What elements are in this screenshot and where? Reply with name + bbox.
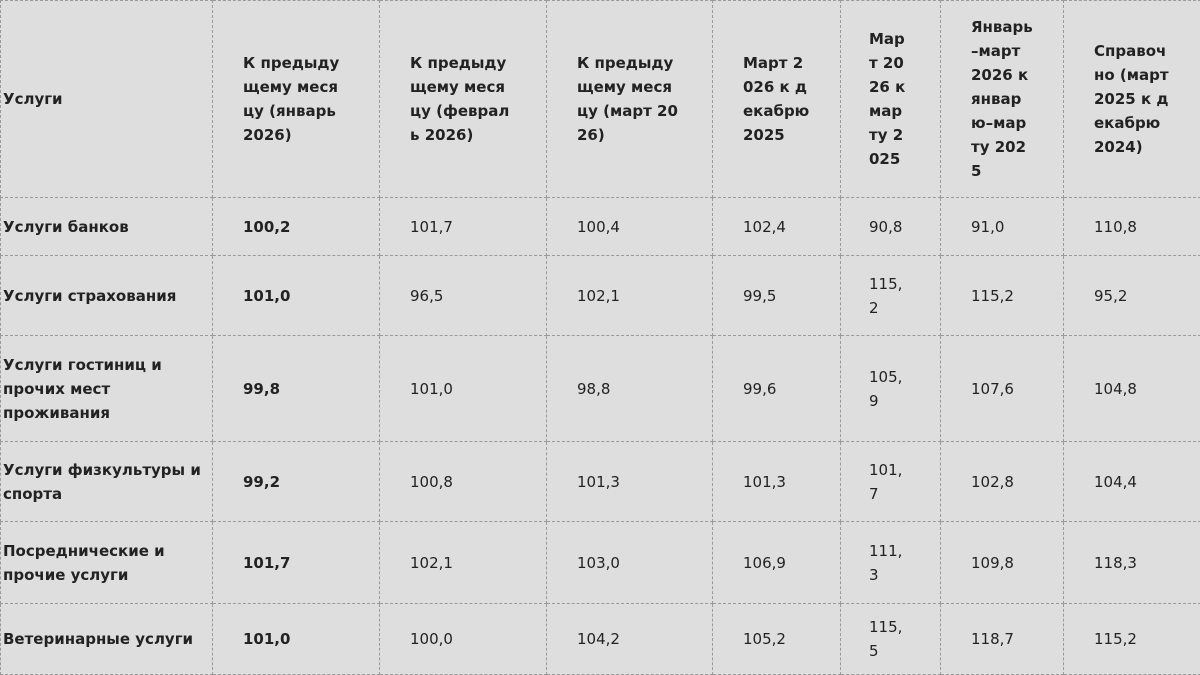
value-cell: 106,9	[713, 522, 841, 604]
value-cell: 111,3	[841, 522, 941, 604]
service-name: Услуги банков	[1, 198, 213, 256]
value-cell: 90,8	[841, 198, 941, 256]
value-cell: 115,2	[841, 256, 941, 336]
value-cell: 101,3	[547, 442, 713, 522]
value-cell: 101,3	[713, 442, 841, 522]
value-cell: 104,2	[547, 604, 713, 675]
value-cell: 104,8	[1064, 336, 1200, 442]
value-cell: 118,3	[1064, 522, 1200, 604]
value-cell: 118,7	[941, 604, 1064, 675]
value-cell: 101,0	[213, 604, 380, 675]
value-cell: 102,4	[713, 198, 841, 256]
value-cell: 102,8	[941, 442, 1064, 522]
value-cell: 109,8	[941, 522, 1064, 604]
value-cell: 100,8	[380, 442, 547, 522]
header-cell: Услуги	[1, 1, 213, 198]
value-cell: 101,7	[841, 442, 941, 522]
value-cell: 102,1	[380, 522, 547, 604]
value-cell: 115,2	[941, 256, 1064, 336]
header-cell: Март 2026 к декабрю 2025	[713, 1, 841, 198]
value-cell: 99,5	[713, 256, 841, 336]
service-name: Услуги гостиниц и прочих мест проживания	[1, 336, 213, 442]
value-cell: 101,7	[213, 522, 380, 604]
value-cell: 110,8	[1064, 198, 1200, 256]
header-cell: К предыдущему месяцу (февраль 2026)	[380, 1, 547, 198]
service-name: Посреднические и прочие услуги	[1, 522, 213, 604]
value-cell: 105,9	[841, 336, 941, 442]
value-cell: 100,4	[547, 198, 713, 256]
header-cell: К предыдущему месяцу (январь 2026)	[213, 1, 380, 198]
value-cell: 101,0	[380, 336, 547, 442]
header-cell: Январь–март 2026 к январю–марту 2025	[941, 1, 1064, 198]
value-cell: 101,0	[213, 256, 380, 336]
value-cell: 105,2	[713, 604, 841, 675]
value-cell: 101,7	[380, 198, 547, 256]
value-cell: 107,6	[941, 336, 1064, 442]
value-cell: 115,2	[1064, 604, 1200, 675]
value-cell: 104,4	[1064, 442, 1200, 522]
value-cell: 100,2	[213, 198, 380, 256]
header-cell: Март 2026 к марту 2025	[841, 1, 941, 198]
value-cell: 103,0	[547, 522, 713, 604]
value-cell: 98,8	[547, 336, 713, 442]
value-cell: 100,0	[380, 604, 547, 675]
service-name: Ветеринарные услуги	[1, 604, 213, 675]
service-name: Услуги физкультуры и спорта	[1, 442, 213, 522]
service-name: Услуги страхования	[1, 256, 213, 336]
value-cell: 99,8	[213, 336, 380, 442]
value-cell: 99,6	[713, 336, 841, 442]
value-cell: 102,1	[547, 256, 713, 336]
value-cell: 96,5	[380, 256, 547, 336]
table-row: Услуги гостиниц и прочих мест проживания…	[1, 336, 1200, 442]
value-cell: 115,5	[841, 604, 941, 675]
value-cell: 99,2	[213, 442, 380, 522]
value-cell: 91,0	[941, 198, 1064, 256]
value-cell: 95,2	[1064, 256, 1200, 336]
header-cell: К предыдущему месяцу (март 2026)	[547, 1, 713, 198]
header-cell: Справочно (март 2025 к декабрю 2024)	[1064, 1, 1200, 198]
